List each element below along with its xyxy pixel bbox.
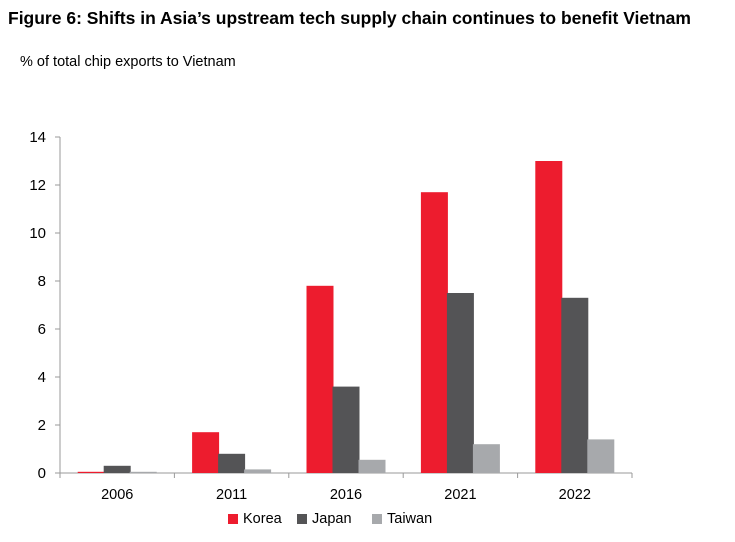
bar-korea-2016	[306, 285, 334, 473]
y-axis: 0 2 4 6 8 10 12 14	[29, 129, 61, 482]
y-tick-label: 6	[38, 321, 46, 338]
x-tick-label: 2016	[330, 487, 362, 503]
legend-item-taiwan: Taiwan	[372, 511, 432, 527]
bar-chart: 0 2 4 6 8 10 12 14 2006 2011 2016 2021 2022	[29, 129, 633, 503]
legend-label: Korea	[243, 511, 282, 527]
x-tick-label: 2011	[216, 487, 247, 503]
y-tick-label: 4	[38, 369, 46, 386]
x-tick-label: 2021	[444, 487, 476, 503]
y-tick-label: 12	[29, 177, 46, 194]
y-tick-label: 2	[38, 417, 46, 434]
y-tick-label: 10	[29, 225, 46, 242]
bar-korea-2021	[420, 192, 448, 473]
x-tick-label: 2006	[101, 487, 133, 503]
x-tick-label: 2022	[559, 487, 591, 503]
bar-japan-2006	[103, 465, 131, 473]
legend-swatch	[228, 514, 238, 524]
bar-korea-2022	[535, 161, 563, 473]
bars	[77, 161, 615, 473]
bar-taiwan-2022	[587, 439, 615, 473]
y-tick-label: 14	[29, 129, 46, 146]
chart-title: Figure 6: Shifts in Asia’s upstream tech…	[8, 8, 691, 28]
bar-korea-2011	[192, 432, 220, 473]
bar-japan-2011	[218, 453, 246, 473]
y-tick-label: 0	[38, 465, 46, 482]
legend-item-japan: Japan	[297, 511, 352, 527]
bar-taiwan-2011	[244, 469, 272, 473]
bar-japan-2022	[561, 297, 589, 473]
legend-item-korea: Korea	[228, 511, 282, 527]
bar-korea-2006	[77, 471, 105, 473]
legend-label: Japan	[312, 511, 352, 527]
legend-swatch	[297, 514, 307, 524]
bar-japan-2016	[332, 386, 360, 473]
bar-taiwan-2016	[358, 459, 386, 473]
bar-taiwan-2021	[472, 444, 500, 473]
chart-subtitle: % of total chip exports to Vietnam	[20, 54, 236, 70]
legend-label: Taiwan	[387, 511, 433, 527]
legend-swatch	[372, 514, 382, 524]
x-axis: 2006 2011 2016 2021 2022	[59, 472, 633, 503]
y-tick-label: 8	[38, 273, 46, 290]
bar-japan-2021	[446, 293, 474, 473]
bar-taiwan-2006	[129, 471, 157, 473]
